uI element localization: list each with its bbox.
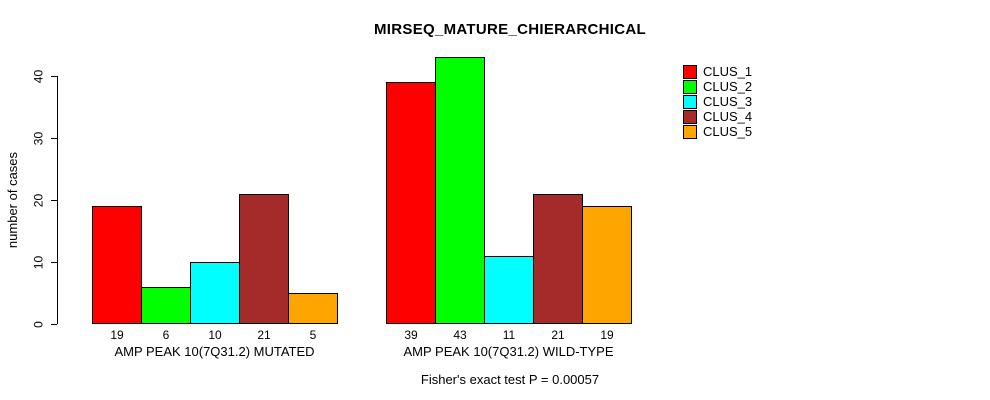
bar-clus_4-group1 xyxy=(239,194,289,324)
bar-clus_1-group2 xyxy=(386,82,436,324)
bar-clus_5-group1 xyxy=(288,293,338,324)
legend-swatch-icon xyxy=(683,65,697,79)
bar-value-label: 11 xyxy=(502,328,516,342)
legend: CLUS_1 CLUS_2 CLUS_3 CLUS_4 CLUS_5 xyxy=(683,65,752,139)
bar-value-label: 19 xyxy=(600,328,614,342)
y-axis-label: number of cases xyxy=(5,151,20,249)
legend-label: CLUS_2 xyxy=(703,79,753,94)
bar-value-label: 10 xyxy=(208,328,222,342)
bar-value-label: 39 xyxy=(404,328,418,342)
bar-clus_5-group2 xyxy=(582,206,632,324)
y-axis-tick-label: 30 xyxy=(31,131,46,145)
y-axis-tick-mark xyxy=(51,261,57,263)
y-axis-tick-label: 40 xyxy=(31,69,46,83)
group-label: AMP PEAK 10(7Q31.2) WILD-TYPE xyxy=(403,344,614,359)
legend-label: CLUS_3 xyxy=(703,94,753,109)
legend-label: CLUS_4 xyxy=(703,109,753,124)
legend-item-clus_5: CLUS_5 xyxy=(683,125,752,139)
bar-clus_3-group1 xyxy=(190,262,240,324)
legend-swatch-icon xyxy=(683,80,697,94)
legend-swatch-icon xyxy=(683,125,697,139)
y-axis-tick-label: 20 xyxy=(31,193,46,207)
y-axis-tick-mark xyxy=(51,199,57,201)
chart-title: MIRSEQ_MATURE_CHIERARCHICAL xyxy=(374,21,646,38)
y-axis-tick-label: 0 xyxy=(31,320,46,328)
legend-label: CLUS_1 xyxy=(703,64,753,79)
y-axis-tick-mark xyxy=(51,323,57,325)
fisher-test-annotation: Fisher's exact test P = 0.00057 xyxy=(420,372,600,387)
legend-item-clus_4: CLUS_4 xyxy=(683,110,752,124)
legend-item-clus_3: CLUS_3 xyxy=(683,95,752,109)
y-axis-line xyxy=(57,76,58,324)
legend-swatch-icon xyxy=(683,110,697,124)
legend-swatch-icon xyxy=(683,95,697,109)
y-axis-tick-mark xyxy=(51,75,57,77)
bar-clus_2-group2 xyxy=(435,57,485,324)
bar-value-label: 21 xyxy=(257,328,271,342)
bar-value-label: 19 xyxy=(110,328,124,342)
legend-label: CLUS_5 xyxy=(703,124,753,139)
bar-clus_1-group1 xyxy=(92,206,142,324)
bar-clus_3-group2 xyxy=(484,256,534,324)
y-axis-tick-label: 10 xyxy=(31,255,46,269)
y-axis-tick-mark xyxy=(51,137,57,139)
bar-clus_2-group1 xyxy=(141,287,191,324)
bar-clus_4-group2 xyxy=(533,194,583,324)
bar-value-label: 6 xyxy=(162,328,170,342)
bar-value-label: 21 xyxy=(551,328,565,342)
legend-item-clus_1: CLUS_1 xyxy=(683,65,752,79)
group-label: AMP PEAK 10(7Q31.2) MUTATED xyxy=(114,344,315,359)
bar-value-label: 5 xyxy=(309,328,317,342)
legend-item-clus_2: CLUS_2 xyxy=(683,80,752,94)
bar-value-label: 43 xyxy=(453,328,467,342)
